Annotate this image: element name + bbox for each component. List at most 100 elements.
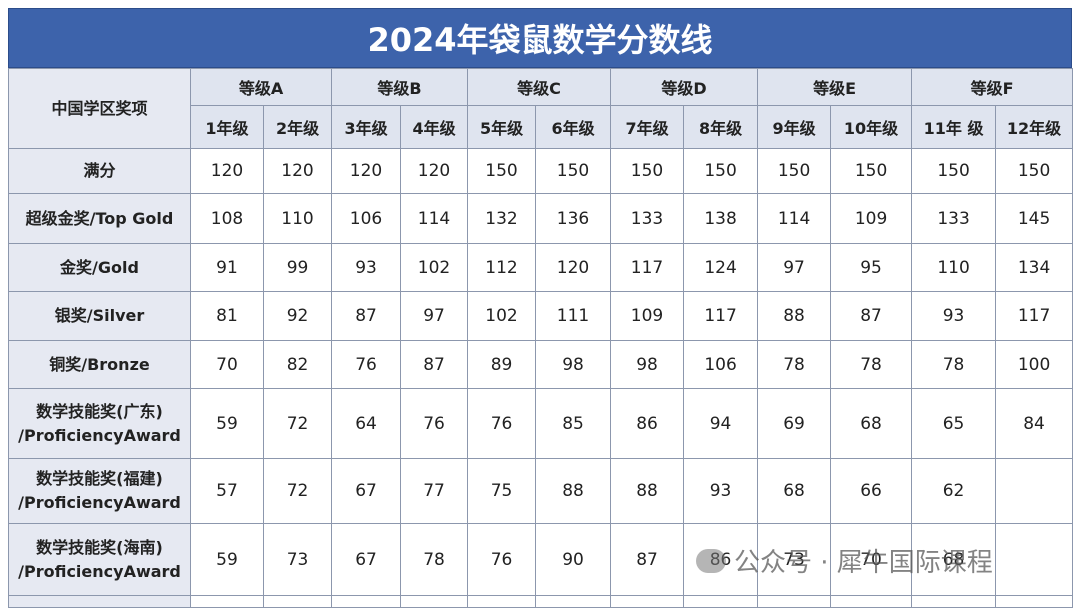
- cell-value: 109: [854, 208, 888, 229]
- cell-value: 78: [423, 549, 445, 570]
- cell-value: 68: [783, 481, 805, 501]
- cell: 59: [190, 388, 264, 459]
- cell-value: 59: [216, 549, 238, 570]
- cell-value: 70: [216, 354, 238, 375]
- cell: [995, 458, 1074, 524]
- level-header: 等级D: [610, 68, 759, 106]
- cell-value: 136: [556, 208, 590, 229]
- cell: 78: [911, 340, 997, 389]
- data-row: 数学技能奖(福建) /ProficiencyAward 57 72 67 77 75 88 88…: [8, 458, 1074, 524]
- row-label: 超级金奖/Top Gold: [8, 193, 191, 244]
- cell: 70: [190, 340, 264, 389]
- level-header: 等级B: [331, 68, 469, 106]
- cell: [683, 595, 759, 608]
- corner-header: 中国学区奖项: [8, 68, 191, 149]
- cell-value: 88: [783, 306, 805, 326]
- cell: 70: [830, 523, 913, 596]
- cell: 82: [262, 340, 333, 389]
- cell-value: 94: [709, 413, 732, 434]
- cell-value: 120: [281, 161, 314, 181]
- watermark: 公众号 · 犀牛国际课程: [696, 542, 993, 579]
- cell-value: 87: [423, 354, 445, 375]
- cell: 57: [190, 458, 264, 524]
- cell-value: 90: [562, 549, 584, 570]
- cell-value: 57: [216, 481, 238, 501]
- cell-value: 124: [704, 257, 737, 278]
- grade-header: 1年级: [190, 105, 264, 149]
- cell: 108: [190, 193, 264, 244]
- cell: 76: [467, 523, 537, 596]
- cell: 120: [190, 148, 264, 194]
- cell-value: 62: [942, 481, 965, 501]
- cell: 78: [830, 340, 913, 389]
- header-row: 1年级 2年级 3年级 4年级 5年级 6年级 7年级 8年级 9年级 10年级 11年 级 12年级: [9, 105, 1074, 149]
- cell: 134: [995, 243, 1074, 292]
- cell-value: 59: [216, 413, 238, 434]
- cell: 145: [995, 193, 1074, 244]
- cell-value: 150: [1017, 161, 1051, 181]
- cell-value: 132: [485, 208, 518, 229]
- data-row: 超级金奖/Top Gold 108 110 106 114 132 136 133 138 114…: [8, 193, 1074, 244]
- cell-value: 134: [1017, 257, 1051, 278]
- cell-value: 85: [562, 413, 584, 434]
- row-label: 数学技能奖(广东) /ProficiencyAward: [8, 388, 191, 459]
- cell: 150: [467, 148, 537, 194]
- cell: 75: [467, 458, 537, 524]
- cell: 91: [190, 243, 264, 292]
- cell: 59: [190, 523, 264, 596]
- cell-value: 98: [562, 354, 584, 375]
- cell-value: 99: [286, 257, 309, 278]
- row-label: 铜奖/Bronze: [8, 340, 191, 389]
- cell: 85: [535, 388, 612, 459]
- row-label-line: 数学技能奖(福建): [36, 469, 163, 488]
- grade-header: 10年级: [830, 105, 913, 149]
- cell: 111: [535, 291, 612, 341]
- cell: 99: [262, 243, 333, 292]
- cell: 120: [262, 148, 333, 194]
- cell-value: 75: [490, 481, 513, 501]
- cell: 120: [535, 243, 612, 292]
- cell-value: 150: [630, 161, 664, 181]
- level-header: 等级A: [189, 68, 333, 106]
- data-row: 金奖/Gold 91 99 93 102 112 120 117 124 97 95 110 134: [8, 243, 1074, 292]
- cell: [331, 595, 402, 608]
- cell-value: 88: [562, 481, 584, 501]
- cell: 62: [911, 458, 997, 524]
- cell-value: 114: [777, 208, 811, 229]
- cell-value: 120: [556, 257, 590, 278]
- data-row: 铜奖/Bronze 70 82 76 87 89 98 98 106 78 78 78 100: [8, 340, 1074, 389]
- row-label-line: 数学技能奖(海南): [36, 537, 163, 557]
- cell: 117: [683, 291, 759, 341]
- cell: 150: [535, 148, 612, 194]
- cell: 87: [610, 523, 685, 596]
- cell-value: 69: [783, 413, 805, 434]
- cell: 76: [467, 388, 537, 459]
- cell: 120: [331, 148, 402, 194]
- cell: 67: [331, 458, 402, 524]
- cell-value: 81: [216, 306, 238, 326]
- cell-value: 97: [423, 306, 445, 326]
- cell-value: 97: [783, 257, 805, 278]
- cell: 106: [683, 340, 759, 389]
- cell-value: 73: [783, 549, 805, 570]
- level-header: 等级E: [757, 68, 913, 106]
- cell: 64: [331, 388, 402, 459]
- cell-value: 68: [942, 549, 965, 570]
- cell: 112: [467, 243, 537, 292]
- cell-value: 87: [860, 306, 882, 326]
- cell-value: 150: [937, 161, 970, 181]
- cell: 114: [757, 193, 832, 244]
- cell: 84: [995, 388, 1074, 459]
- grade-header: 6年级: [535, 105, 612, 149]
- cell: 87: [400, 340, 469, 389]
- cell-value: 108: [210, 208, 244, 229]
- level-header: 等级C: [467, 68, 612, 106]
- cell-value: 76: [490, 549, 513, 570]
- grade-header: 12年级: [995, 105, 1074, 149]
- cell: 95: [830, 243, 913, 292]
- cell-value: 76: [355, 354, 377, 375]
- cell-value: 88: [636, 481, 658, 501]
- cell-value: 73: [286, 549, 309, 570]
- cell: 102: [400, 243, 469, 292]
